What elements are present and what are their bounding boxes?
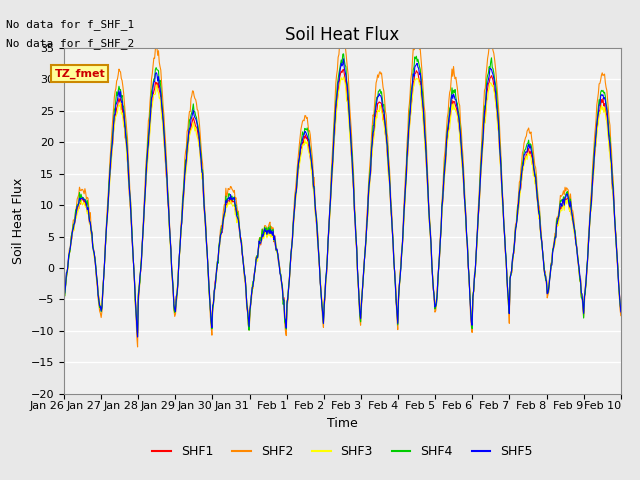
SHF3: [134, 326, 141, 332]
SHF5: [412, 63, 419, 69]
SHF2: [185, 116, 193, 121]
SHF2: [214, 254, 222, 260]
SHF5: [214, 255, 222, 261]
Title: Soil Heat Flux: Soil Heat Flux: [285, 25, 399, 44]
SHF1: [134, 330, 141, 336]
SHF1: [412, 71, 419, 76]
SHF4: [134, 333, 141, 339]
SHF4: [70, 221, 78, 227]
SHF3: [428, 266, 436, 272]
SHF1: [127, 221, 135, 227]
SHF5: [617, 309, 625, 315]
SHF2: [127, 212, 135, 217]
SHF4: [60, 292, 68, 298]
SHF2: [428, 261, 436, 267]
SHF4: [127, 219, 135, 225]
SHF2: [340, 30, 348, 36]
SHF4: [428, 261, 436, 267]
SHF4: [617, 307, 625, 312]
SHF4: [412, 56, 419, 61]
SHF1: [617, 306, 625, 312]
SHF3: [340, 74, 348, 80]
X-axis label: Time: Time: [327, 417, 358, 430]
Line: SHF3: SHF3: [64, 77, 621, 329]
Text: TZ_fmet: TZ_fmet: [54, 69, 105, 79]
SHF1: [60, 290, 68, 296]
SHF5: [70, 222, 78, 228]
SHF3: [70, 228, 78, 233]
SHF4: [185, 129, 193, 135]
SHF4: [340, 51, 348, 57]
SHF5: [340, 56, 348, 62]
SHF1: [214, 257, 222, 263]
SHF1: [428, 265, 436, 271]
SHF2: [70, 217, 78, 223]
Line: SHF2: SHF2: [64, 33, 621, 347]
SHF3: [127, 223, 135, 228]
SHF1: [70, 223, 78, 229]
SHF2: [412, 36, 419, 42]
SHF5: [428, 262, 436, 268]
SHF3: [60, 290, 68, 296]
Line: SHF5: SHF5: [64, 59, 621, 337]
SHF3: [214, 255, 222, 261]
SHF3: [617, 305, 625, 311]
SHF2: [617, 313, 625, 319]
SHF4: [214, 260, 222, 266]
SHF5: [185, 129, 193, 135]
SHF3: [412, 77, 419, 83]
SHF5: [134, 334, 141, 340]
Y-axis label: Soil Heat Flux: Soil Heat Flux: [12, 178, 25, 264]
Line: SHF4: SHF4: [64, 54, 621, 336]
SHF1: [340, 67, 348, 72]
Text: No data for f_SHF_1: No data for f_SHF_1: [6, 19, 134, 30]
SHF2: [60, 299, 68, 304]
Line: SHF1: SHF1: [64, 70, 621, 333]
SHF2: [134, 344, 141, 350]
SHF1: [185, 136, 193, 142]
SHF3: [185, 139, 193, 144]
SHF5: [60, 292, 68, 298]
SHF5: [127, 219, 135, 225]
Text: No data for f_SHF_2: No data for f_SHF_2: [6, 38, 134, 49]
Legend: SHF1, SHF2, SHF3, SHF4, SHF5: SHF1, SHF2, SHF3, SHF4, SHF5: [147, 440, 538, 463]
